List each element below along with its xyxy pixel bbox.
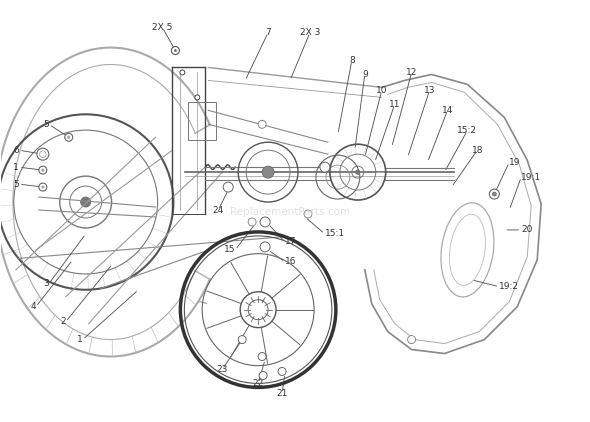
Text: 15: 15 (224, 245, 235, 254)
Text: 13: 13 (424, 86, 435, 95)
Circle shape (39, 166, 47, 174)
Circle shape (304, 210, 312, 218)
Text: 15:1: 15:1 (325, 230, 345, 238)
Text: 20: 20 (521, 225, 533, 235)
Text: 11: 11 (389, 100, 401, 109)
Text: 23: 23 (217, 365, 228, 374)
Circle shape (41, 168, 44, 172)
Circle shape (258, 352, 266, 360)
Text: 9: 9 (362, 70, 368, 79)
Text: 12: 12 (406, 68, 417, 77)
Circle shape (223, 182, 233, 192)
Text: 16: 16 (285, 257, 297, 266)
Circle shape (41, 186, 44, 189)
Text: 21: 21 (276, 389, 288, 398)
Text: 4: 4 (30, 302, 36, 311)
Text: ReplacementParts.com: ReplacementParts.com (230, 207, 350, 217)
Text: 2: 2 (60, 317, 65, 326)
Circle shape (40, 151, 46, 157)
Circle shape (37, 148, 49, 160)
Circle shape (238, 335, 246, 344)
Text: 19:1: 19:1 (521, 173, 542, 181)
Bar (188, 103, 217, 140)
Circle shape (408, 335, 415, 344)
Circle shape (258, 120, 266, 128)
Circle shape (356, 170, 360, 174)
Circle shape (492, 192, 496, 196)
Text: 18: 18 (471, 146, 483, 155)
Text: 6: 6 (13, 146, 19, 155)
Circle shape (81, 197, 91, 207)
Text: 1: 1 (77, 335, 83, 344)
Text: 2X 3: 2X 3 (300, 28, 320, 37)
Circle shape (180, 70, 185, 75)
Text: 17: 17 (285, 238, 297, 246)
Text: 2X 5: 2X 5 (152, 23, 173, 32)
Text: 14: 14 (442, 106, 453, 115)
Text: 5: 5 (43, 120, 49, 129)
Text: 19: 19 (509, 158, 521, 167)
Circle shape (248, 218, 256, 226)
Circle shape (174, 49, 177, 52)
Circle shape (320, 162, 330, 172)
Text: 19:2: 19:2 (499, 282, 519, 291)
Circle shape (172, 46, 179, 54)
Text: 10: 10 (376, 86, 388, 95)
Text: 7: 7 (266, 28, 271, 37)
Text: 3: 3 (43, 279, 49, 288)
Text: 8: 8 (349, 56, 355, 65)
Text: 5: 5 (13, 180, 19, 189)
Circle shape (259, 371, 267, 379)
Circle shape (195, 95, 200, 100)
Text: 22: 22 (253, 379, 264, 388)
Circle shape (260, 242, 270, 252)
Circle shape (262, 166, 274, 178)
Circle shape (278, 368, 286, 376)
Circle shape (489, 189, 499, 199)
Circle shape (260, 217, 270, 227)
Text: 24: 24 (212, 206, 224, 214)
Circle shape (67, 135, 70, 139)
Circle shape (39, 183, 47, 191)
Text: 15:2: 15:2 (457, 126, 477, 135)
Circle shape (65, 133, 73, 141)
Text: 1: 1 (13, 162, 19, 172)
